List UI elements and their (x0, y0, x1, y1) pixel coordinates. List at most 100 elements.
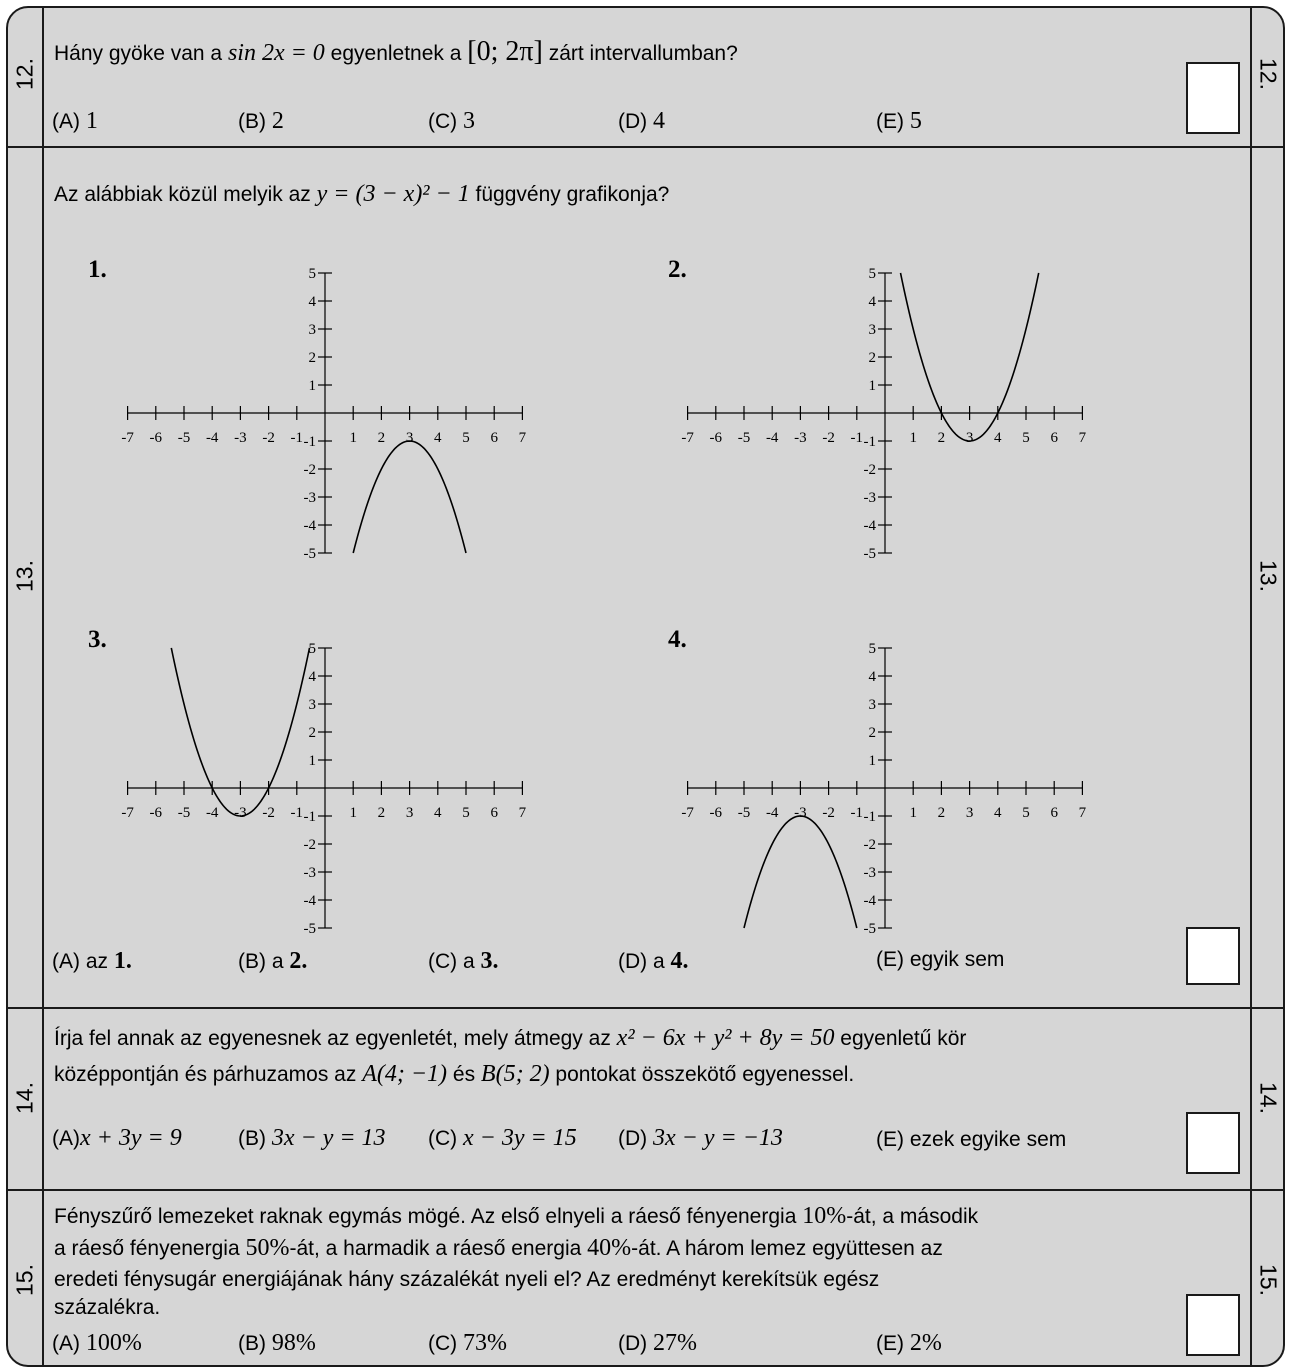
y-tick-label: 2 (309, 350, 317, 366)
x-tick-label: -4 (206, 430, 219, 446)
option-b: (B) a 2. (238, 948, 308, 974)
question-text: a ráeső fényenergia 50%-át, a harmadik a… (54, 1235, 943, 1261)
question-number-left: 12. (11, 58, 38, 90)
question-number-left: 14. (11, 1082, 38, 1114)
x-tick-label: 3 (406, 430, 414, 446)
row-divider (8, 1007, 1283, 1009)
x-tick-label: 1 (909, 430, 917, 446)
x-tick-label: -4 (766, 805, 779, 821)
option-a: (A)x + 3y = 9 (52, 1125, 182, 1151)
y-tick-label: -2 (864, 462, 877, 478)
question-text: Hány gyöke van a sin 2x = 0 egyenletnek … (54, 36, 738, 67)
x-tick-label: 2 (378, 430, 386, 446)
x-tick-label: -2 (262, 430, 275, 446)
x-tick-label: -6 (150, 805, 163, 821)
question-text: Fényszűrő lemezeket raknak egymás mögé. … (54, 1203, 979, 1229)
x-tick-label: 7 (519, 805, 527, 821)
y-tick-label: -4 (864, 518, 877, 534)
x-tick-label: 4 (434, 430, 442, 446)
question-text: százalékra. (54, 1296, 161, 1319)
y-tick-label: -1 (864, 809, 877, 825)
option-c: (C) x − 3y = 15 (428, 1125, 577, 1151)
graph-label: 2. (668, 256, 687, 283)
y-tick-label: 1 (869, 753, 877, 769)
x-tick-label: -1 (291, 430, 304, 446)
y-tick-label: -1 (864, 434, 877, 450)
question-number-right: 15. (1255, 1264, 1282, 1296)
x-tick-label: 4 (434, 805, 442, 821)
answer-box[interactable] (1186, 62, 1240, 134)
x-tick-label: 5 (462, 430, 470, 446)
question-text: eredeti fénysugár energiájának hány száz… (54, 1268, 880, 1291)
question-number-left: 13. (11, 560, 38, 592)
y-tick-label: 3 (869, 697, 877, 713)
y-tick-label: 5 (309, 641, 317, 657)
option-e: (E) 2% (876, 1330, 942, 1356)
x-tick-label: -7 (121, 805, 134, 821)
x-tick-label: -2 (262, 805, 275, 821)
y-tick-label: -4 (304, 893, 317, 909)
answer-box[interactable] (1186, 927, 1240, 985)
question-number-right: 14. (1255, 1082, 1282, 1114)
option-b: (B) 98% (238, 1330, 316, 1356)
option-b: (B) 2 (238, 108, 284, 134)
option-e: (E) egyik sem (876, 948, 1005, 971)
x-tick-label: 2 (938, 430, 946, 446)
x-tick-label: 1 (349, 805, 357, 821)
x-tick-label: -7 (681, 430, 694, 446)
x-tick-label: 3 (966, 430, 974, 446)
y-tick-label: -4 (304, 518, 317, 534)
row-divider (8, 1189, 1283, 1191)
x-tick-label: -1 (851, 430, 864, 446)
y-tick-label: -5 (864, 546, 877, 562)
x-tick-label: -4 (206, 805, 219, 821)
answer-box[interactable] (1186, 1112, 1240, 1174)
x-tick-label: 3 (406, 805, 414, 821)
option-d: (D) a 4. (618, 948, 689, 974)
answer-sheet: 12. 12. 13. 13. 14. 14. 15. 15. Hány gyö… (6, 6, 1285, 1367)
parabola-curve (899, 272, 1040, 442)
x-tick-label: -3 (794, 805, 807, 821)
y-tick-label: -5 (304, 546, 317, 562)
x-tick-label: -7 (681, 805, 694, 821)
x-tick-label: -6 (710, 430, 723, 446)
y-tick-label: -4 (864, 893, 877, 909)
option-a: (A) az 1. (52, 948, 132, 974)
equation: sin 2x = 0 (227, 40, 325, 66)
y-tick-label: 3 (309, 322, 317, 338)
question-number-right: 12. (1255, 58, 1282, 90)
x-tick-label: 6 (490, 805, 498, 821)
y-tick-label: -1 (304, 809, 317, 825)
x-tick-label: -6 (150, 430, 163, 446)
y-tick-label: 5 (869, 266, 877, 282)
answer-box[interactable] (1186, 1294, 1240, 1356)
x-tick-label: 6 (1050, 430, 1058, 446)
y-tick-label: 5 (869, 641, 877, 657)
y-tick-label: 2 (309, 725, 317, 741)
interval: [0; 2π] (467, 36, 543, 67)
x-tick-label: -3 (234, 805, 247, 821)
parabola-curve (170, 647, 311, 817)
x-tick-label: -1 (291, 805, 304, 821)
graph-label: 1. (88, 256, 107, 283)
y-tick-label: -1 (304, 434, 317, 450)
y-tick-label: 1 (309, 378, 317, 394)
option-c: (C) 73% (428, 1330, 507, 1356)
x-tick-label: 4 (994, 430, 1002, 446)
question-text: középpontján és párhuzamos az A(4; −1) é… (54, 1061, 855, 1087)
option-d: (D) 27% (618, 1330, 697, 1356)
question-number-right: 13. (1255, 560, 1282, 592)
x-tick-label: 7 (519, 430, 527, 446)
x-tick-label: 2 (938, 805, 946, 821)
x-tick-label: 7 (1079, 805, 1087, 821)
row-divider (8, 146, 1283, 148)
option-b: (B) 3x − y = 13 (238, 1125, 386, 1151)
y-tick-label: -3 (864, 490, 877, 506)
x-tick-label: 7 (1079, 430, 1087, 446)
x-tick-label: 5 (1022, 430, 1030, 446)
y-tick-label: -5 (304, 921, 317, 937)
y-tick-label: -5 (864, 921, 877, 937)
y-tick-label: 1 (869, 378, 877, 394)
